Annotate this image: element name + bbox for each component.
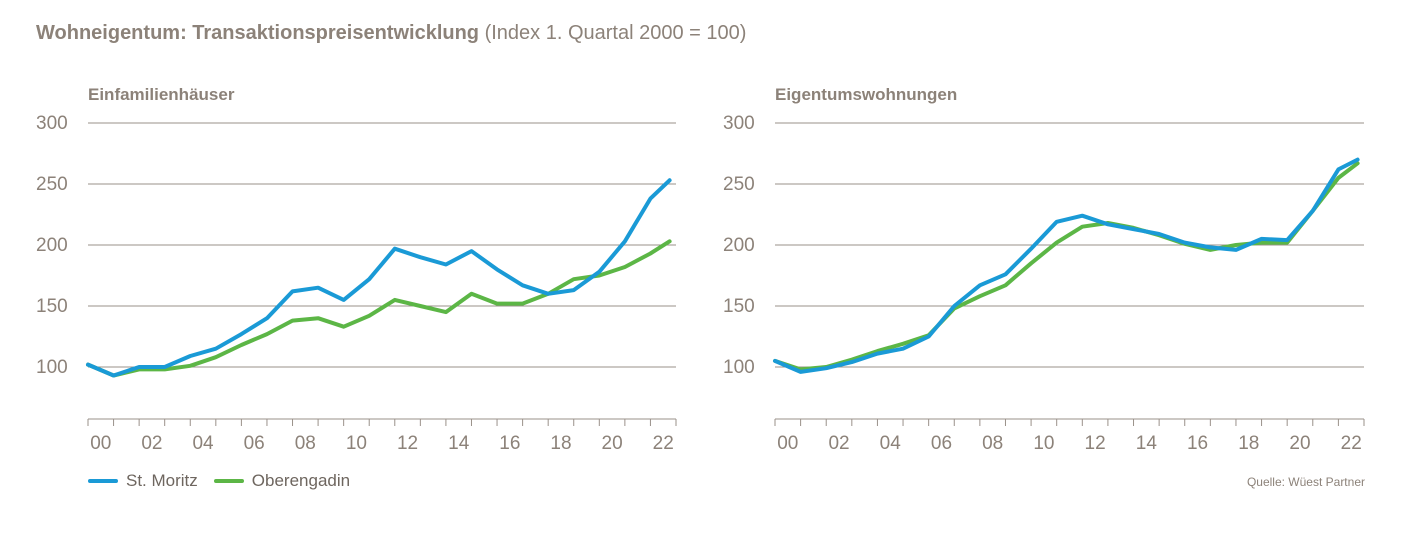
x-tick-label-efh-10: 10 — [346, 433, 367, 454]
x-tick-label-etw-00: 00 — [777, 433, 798, 454]
y-tick-label-efh-250: 250 — [36, 174, 68, 195]
panel-title-etw: Eigentumswohnungen — [775, 85, 957, 104]
x-tick-label-etw-22: 22 — [1341, 433, 1362, 454]
x-tick-label-efh-14: 14 — [448, 433, 470, 454]
x-tick-label-etw-18: 18 — [1238, 433, 1259, 454]
x-tick-label-efh-06: 06 — [244, 433, 265, 454]
panel-title-efh: Einfamilienhäuser — [88, 85, 235, 104]
x-tick-label-efh-02: 02 — [141, 433, 162, 454]
y-tick-label-efh-300: 300 — [36, 113, 68, 134]
x-tick-label-etw-20: 20 — [1289, 433, 1310, 454]
legend-label-st-moritz: St. Moritz — [126, 471, 198, 490]
legend-swatch-st-moritz — [88, 479, 118, 483]
x-tick-label-efh-04: 04 — [192, 433, 214, 454]
x-tick-label-etw-08: 08 — [982, 433, 1003, 454]
x-tick-label-etw-12: 12 — [1085, 433, 1106, 454]
x-tick-label-etw-16: 16 — [1187, 433, 1208, 454]
series-line-etw-st-moritz — [773, 157, 1360, 374]
y-tick-label-efh-100: 100 — [36, 357, 68, 378]
y-tick-label-etw-200: 200 — [723, 235, 755, 256]
y-tick-label-efh-150: 150 — [36, 296, 68, 317]
y-tick-label-etw-100: 100 — [723, 357, 755, 378]
series-line-efh-oberengadin — [86, 239, 672, 378]
x-tick-label-efh-16: 16 — [499, 433, 520, 454]
x-tick-label-etw-04: 04 — [880, 433, 902, 454]
series-line-efh-st-moritz — [86, 178, 672, 378]
x-tick-label-efh-22: 22 — [653, 433, 674, 454]
legend-item-st-moritz: St. Moritz — [88, 471, 198, 491]
x-tick-label-efh-18: 18 — [550, 433, 571, 454]
x-tick-label-etw-14: 14 — [1136, 433, 1158, 454]
y-tick-label-efh-200: 200 — [36, 235, 68, 256]
y-tick-label-etw-250: 250 — [723, 174, 755, 195]
chart-title-subtitle: (Index 1. Quartal 2000 = 100) — [484, 22, 747, 44]
source-note: Quelle: Wüest Partner — [1246, 475, 1365, 489]
x-tick-label-efh-20: 20 — [602, 433, 623, 454]
chart-title-main: Wohneigentum: Transaktionspreisentwicklu… — [36, 22, 480, 44]
chart-legend: St. Moritz Oberengadin — [88, 471, 366, 491]
x-tick-label-etw-02: 02 — [828, 433, 849, 454]
legend-label-oberengadin: Oberengadin — [251, 471, 351, 490]
x-tick-label-etw-06: 06 — [931, 433, 952, 454]
legend-swatch-oberengadin — [213, 479, 244, 483]
x-tick-label-efh-00: 00 — [90, 433, 111, 454]
x-tick-label-etw-10: 10 — [1033, 433, 1054, 454]
x-tick-label-efh-12: 12 — [397, 433, 418, 454]
y-tick-label-etw-300: 300 — [723, 113, 755, 134]
chart-title: Wohneigentum: Transaktionspreisentwicklu… — [36, 22, 746, 45]
series-line-etw-oberengadin — [773, 161, 1360, 372]
legend-item-oberengadin: Oberengadin — [213, 471, 351, 491]
x-tick-label-efh-08: 08 — [295, 433, 316, 454]
y-tick-label-etw-150: 150 — [723, 296, 755, 317]
